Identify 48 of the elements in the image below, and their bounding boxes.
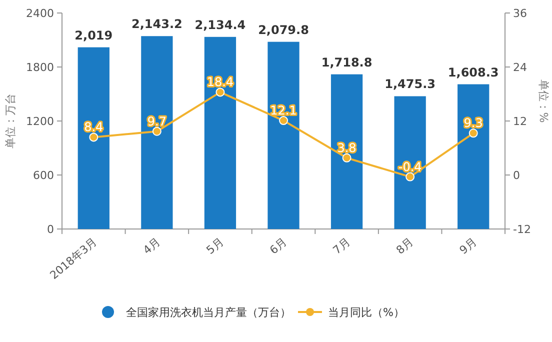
data-label: 2,134.4 xyxy=(194,18,246,32)
data-label: 2,143.2 xyxy=(131,17,182,32)
y2-axis-title: 单位：% xyxy=(537,79,550,123)
data-label: 18.4 xyxy=(206,75,234,90)
y2-tick-label: 24 xyxy=(513,61,527,74)
data-label: 1,475.3 xyxy=(384,77,436,92)
bar xyxy=(394,96,426,229)
point xyxy=(216,88,225,97)
point xyxy=(152,126,162,136)
legend-label: 当月同比（%） xyxy=(328,306,404,319)
bar xyxy=(458,84,490,229)
point xyxy=(406,172,415,182)
bar xyxy=(268,42,300,229)
y2-tick-label: 0 xyxy=(513,169,520,182)
data-label: 1,608.3 xyxy=(448,65,499,80)
y2-tick-label: 12 xyxy=(513,115,527,128)
x-tick-label: 6月 xyxy=(267,235,290,257)
y-tick-label: 0 xyxy=(47,223,54,236)
y2-tick-label: 36 xyxy=(513,7,527,20)
x-tick-label: 4月 xyxy=(140,235,163,257)
point xyxy=(279,116,288,126)
data-label: 1,718.8 xyxy=(321,55,372,70)
y-tick-label: 1800 xyxy=(26,61,54,74)
bar xyxy=(330,74,363,229)
bar xyxy=(204,36,236,229)
data-label: 2,079.8 xyxy=(258,22,309,37)
bar xyxy=(141,36,173,229)
legend-label: 全国家用洗衣机当月产量（万台） xyxy=(126,306,291,319)
data-label: 9.7 xyxy=(147,114,166,128)
x-tick-label: 8月 xyxy=(394,235,416,257)
y2-tick-label: -12 xyxy=(513,223,531,236)
data-label: 8.4 xyxy=(84,120,104,134)
x-tick-label: 7月 xyxy=(330,235,353,257)
data-label: 12.1 xyxy=(270,104,297,118)
data-label: 2,019 xyxy=(74,28,113,42)
y-tick-label: 1200 xyxy=(26,115,54,128)
data-label: 3.8 xyxy=(337,140,356,155)
x-tick-label: 5月 xyxy=(204,235,226,257)
y-axis-title: 单位：万台 xyxy=(4,94,17,148)
point xyxy=(89,132,98,142)
y-tick-label: 2400 xyxy=(26,7,54,20)
bar xyxy=(78,47,110,229)
y-tick-label: 600 xyxy=(33,169,54,182)
x-tick-label: 9月 xyxy=(457,235,480,257)
data-label: 9.3 xyxy=(464,116,483,130)
point xyxy=(342,153,352,162)
point xyxy=(468,128,478,138)
data-label: -0.4 xyxy=(398,160,422,174)
